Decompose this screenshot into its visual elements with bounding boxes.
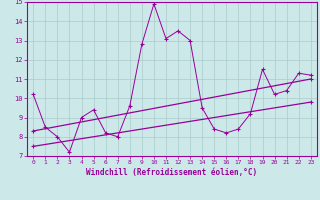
X-axis label: Windchill (Refroidissement éolien,°C): Windchill (Refroidissement éolien,°C) bbox=[86, 168, 258, 177]
